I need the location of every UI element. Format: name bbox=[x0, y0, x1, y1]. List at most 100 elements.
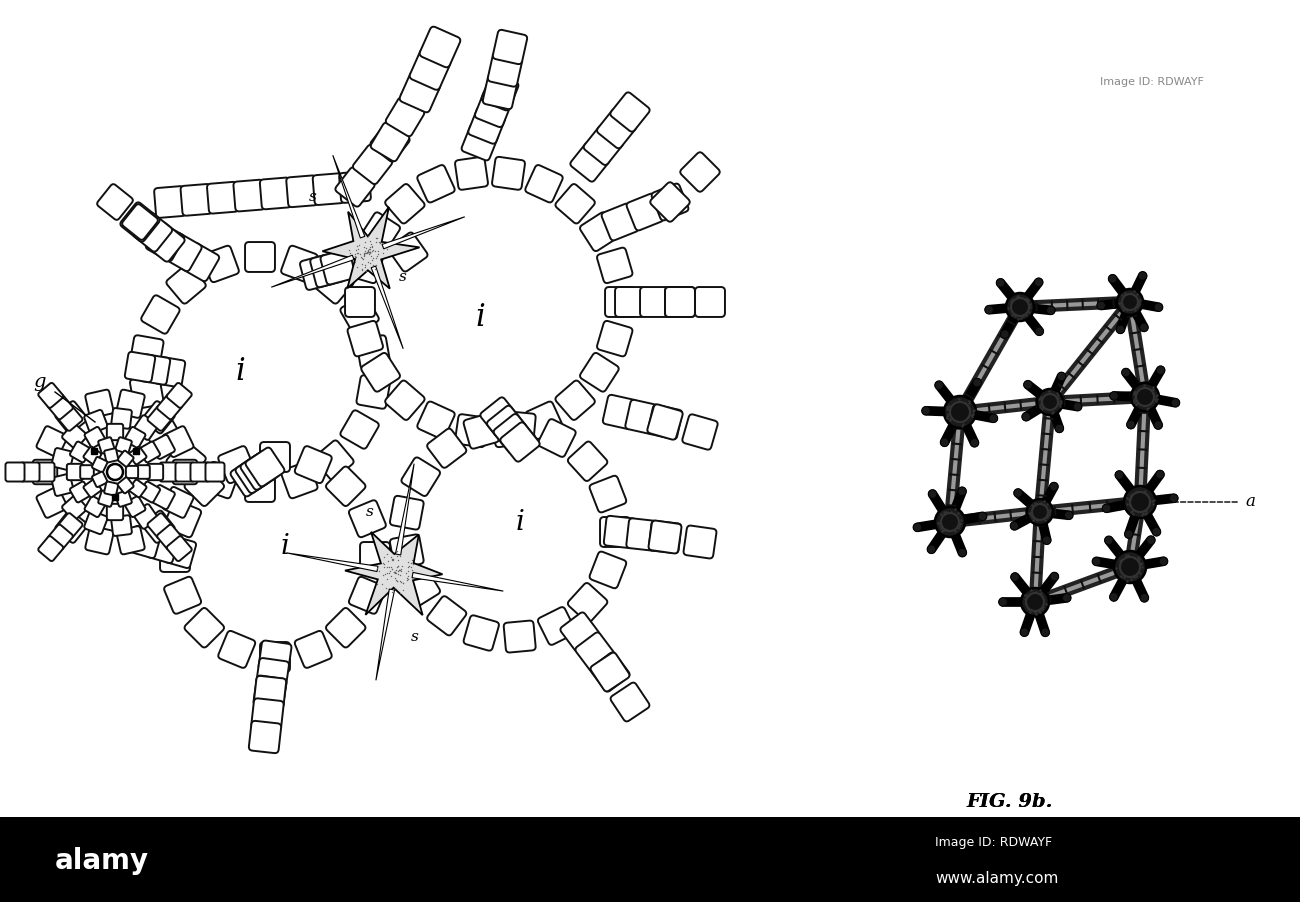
FancyBboxPatch shape bbox=[107, 504, 124, 520]
Circle shape bbox=[1043, 394, 1058, 410]
FancyBboxPatch shape bbox=[86, 526, 113, 555]
FancyBboxPatch shape bbox=[38, 536, 64, 561]
FancyBboxPatch shape bbox=[136, 465, 150, 479]
FancyBboxPatch shape bbox=[117, 526, 144, 555]
FancyBboxPatch shape bbox=[474, 90, 512, 127]
Text: i: i bbox=[474, 301, 485, 333]
FancyBboxPatch shape bbox=[66, 464, 83, 480]
Circle shape bbox=[1136, 388, 1154, 406]
FancyBboxPatch shape bbox=[590, 652, 629, 692]
FancyBboxPatch shape bbox=[321, 250, 355, 284]
FancyBboxPatch shape bbox=[650, 182, 690, 222]
FancyBboxPatch shape bbox=[254, 676, 286, 708]
FancyBboxPatch shape bbox=[538, 419, 576, 457]
FancyBboxPatch shape bbox=[164, 501, 202, 538]
FancyBboxPatch shape bbox=[385, 184, 425, 224]
Circle shape bbox=[913, 523, 922, 531]
FancyBboxPatch shape bbox=[166, 536, 192, 561]
Circle shape bbox=[1122, 368, 1130, 377]
FancyBboxPatch shape bbox=[143, 401, 174, 433]
FancyBboxPatch shape bbox=[56, 401, 87, 433]
FancyBboxPatch shape bbox=[84, 511, 108, 534]
FancyBboxPatch shape bbox=[248, 721, 281, 753]
Circle shape bbox=[1170, 494, 1178, 502]
Polygon shape bbox=[372, 266, 403, 349]
FancyBboxPatch shape bbox=[538, 607, 576, 645]
FancyBboxPatch shape bbox=[176, 463, 195, 482]
Text: alamy: alamy bbox=[55, 847, 150, 875]
FancyBboxPatch shape bbox=[590, 652, 629, 692]
FancyBboxPatch shape bbox=[162, 427, 194, 457]
FancyBboxPatch shape bbox=[480, 398, 520, 437]
Circle shape bbox=[1050, 573, 1058, 581]
Circle shape bbox=[1049, 483, 1058, 491]
FancyBboxPatch shape bbox=[84, 427, 105, 447]
FancyBboxPatch shape bbox=[92, 457, 108, 473]
FancyBboxPatch shape bbox=[649, 520, 681, 553]
FancyBboxPatch shape bbox=[129, 480, 147, 497]
FancyBboxPatch shape bbox=[48, 525, 73, 549]
FancyBboxPatch shape bbox=[326, 608, 365, 648]
FancyBboxPatch shape bbox=[155, 357, 185, 387]
Polygon shape bbox=[395, 464, 415, 555]
Circle shape bbox=[1011, 573, 1019, 581]
Circle shape bbox=[1154, 303, 1162, 311]
Circle shape bbox=[1026, 593, 1044, 611]
Circle shape bbox=[950, 402, 970, 422]
FancyBboxPatch shape bbox=[246, 447, 285, 486]
Circle shape bbox=[998, 598, 1008, 606]
FancyBboxPatch shape bbox=[503, 621, 536, 652]
Circle shape bbox=[1122, 294, 1138, 310]
FancyBboxPatch shape bbox=[160, 463, 178, 482]
Circle shape bbox=[1152, 528, 1161, 536]
FancyBboxPatch shape bbox=[627, 519, 659, 550]
FancyBboxPatch shape bbox=[295, 446, 332, 483]
Polygon shape bbox=[382, 216, 465, 249]
FancyBboxPatch shape bbox=[281, 245, 317, 282]
Circle shape bbox=[1114, 551, 1147, 583]
FancyBboxPatch shape bbox=[666, 287, 696, 317]
FancyBboxPatch shape bbox=[218, 446, 255, 483]
Circle shape bbox=[1022, 412, 1031, 421]
Circle shape bbox=[935, 507, 965, 537]
FancyBboxPatch shape bbox=[315, 264, 354, 304]
FancyBboxPatch shape bbox=[21, 463, 39, 482]
FancyBboxPatch shape bbox=[251, 698, 283, 731]
Polygon shape bbox=[322, 207, 420, 289]
FancyBboxPatch shape bbox=[84, 496, 105, 517]
FancyBboxPatch shape bbox=[151, 435, 176, 459]
FancyBboxPatch shape bbox=[203, 462, 239, 498]
Circle shape bbox=[989, 414, 997, 422]
FancyBboxPatch shape bbox=[400, 73, 439, 111]
Circle shape bbox=[1062, 594, 1071, 602]
Circle shape bbox=[1035, 278, 1043, 287]
FancyBboxPatch shape bbox=[166, 440, 205, 480]
FancyBboxPatch shape bbox=[134, 415, 159, 440]
FancyBboxPatch shape bbox=[603, 395, 637, 429]
Circle shape bbox=[1115, 471, 1123, 479]
FancyBboxPatch shape bbox=[185, 466, 224, 506]
FancyBboxPatch shape bbox=[107, 424, 124, 440]
FancyBboxPatch shape bbox=[260, 178, 291, 209]
FancyBboxPatch shape bbox=[315, 440, 354, 480]
FancyBboxPatch shape bbox=[300, 255, 335, 290]
Polygon shape bbox=[287, 553, 378, 572]
Circle shape bbox=[1171, 399, 1179, 407]
FancyBboxPatch shape bbox=[370, 123, 410, 161]
Circle shape bbox=[927, 545, 936, 554]
FancyBboxPatch shape bbox=[98, 184, 133, 220]
FancyBboxPatch shape bbox=[611, 683, 650, 722]
Circle shape bbox=[1032, 504, 1048, 520]
FancyBboxPatch shape bbox=[555, 184, 595, 224]
FancyBboxPatch shape bbox=[647, 404, 682, 439]
FancyBboxPatch shape bbox=[52, 474, 74, 496]
FancyBboxPatch shape bbox=[260, 642, 290, 672]
FancyBboxPatch shape bbox=[166, 264, 205, 304]
FancyBboxPatch shape bbox=[134, 504, 159, 529]
FancyBboxPatch shape bbox=[117, 477, 134, 493]
FancyBboxPatch shape bbox=[5, 463, 25, 482]
FancyBboxPatch shape bbox=[281, 462, 317, 498]
Circle shape bbox=[1124, 486, 1156, 518]
FancyBboxPatch shape bbox=[147, 531, 178, 563]
Circle shape bbox=[1110, 391, 1118, 400]
